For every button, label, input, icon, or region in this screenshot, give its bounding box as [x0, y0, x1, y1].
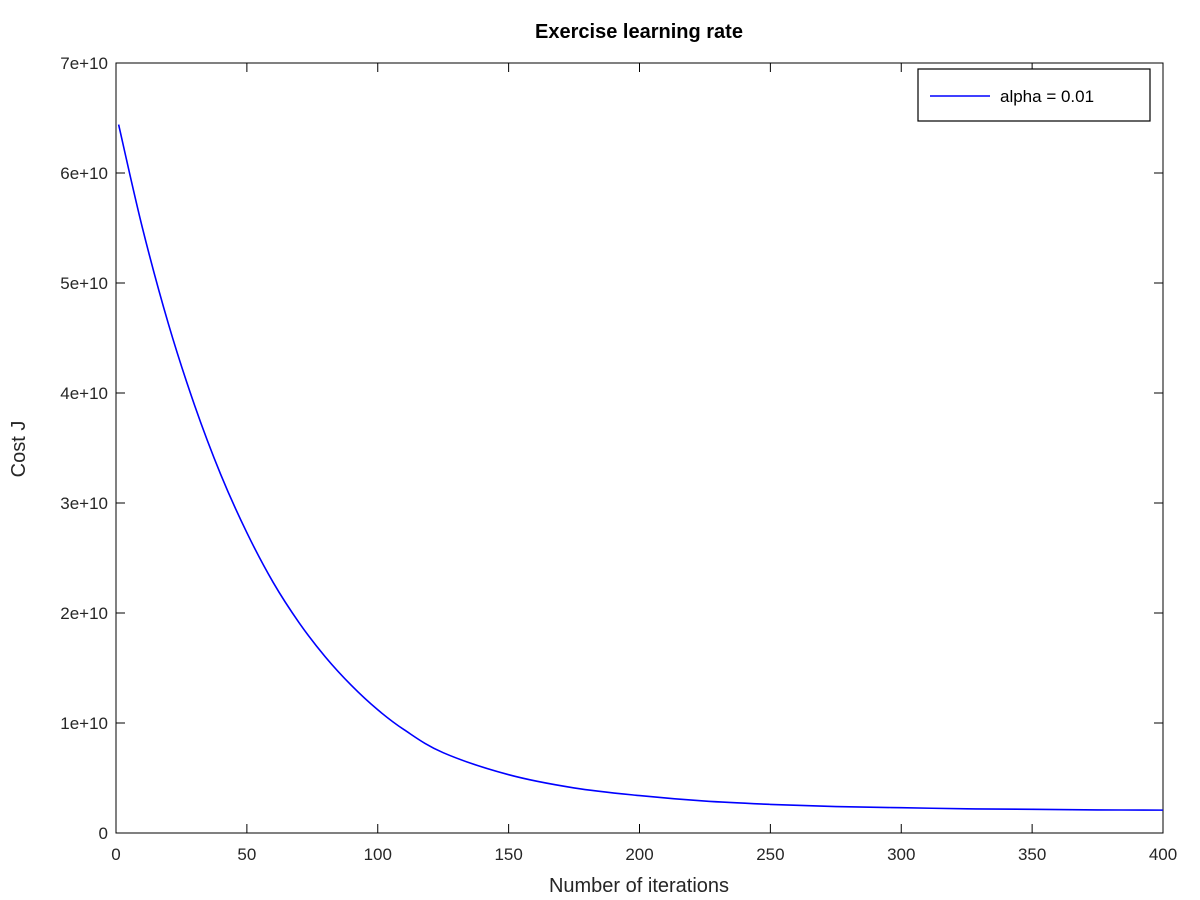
- y-axis-label: Cost J: [8, 421, 30, 478]
- x-tick-label: 250: [756, 845, 784, 864]
- x-tick-label: 350: [1018, 845, 1046, 864]
- y-tick-label: 2e+10: [60, 604, 108, 623]
- x-tick-label: 200: [625, 845, 653, 864]
- y-tick-label: 1e+10: [60, 714, 108, 733]
- x-tick-label: 150: [494, 845, 522, 864]
- series-layer: [117, 124, 1164, 811]
- legend-box: [917, 68, 1151, 122]
- x-axis-ticks: 0 50 100 150 200 250 300 350 400: [111, 63, 1177, 864]
- y-tick-label: 7e+10: [60, 54, 108, 73]
- y-axis-ticks: 0 1e+10 2e+10 3e+10 4e+10 5e+10 6e+10 7e+10: [60, 54, 1163, 843]
- legend: alpha = 0.01: [917, 68, 1151, 122]
- legend-entry-label: alpha = 0.01: [1000, 87, 1094, 106]
- x-tick-label: 0: [111, 845, 120, 864]
- y-tick-label: 6e+10: [60, 164, 108, 183]
- x-tick-label: 400: [1149, 845, 1177, 864]
- x-tick-label: 300: [887, 845, 915, 864]
- x-tick-label: 50: [237, 845, 256, 864]
- y-tick-label: 3e+10: [60, 494, 108, 513]
- x-tick-label: 100: [364, 845, 392, 864]
- plot-area-frame: [115, 62, 1164, 834]
- x-axis-label: Number of iterations: [549, 875, 729, 897]
- y-tick-label: 0: [99, 824, 108, 843]
- series-line: [117, 124, 1164, 811]
- y-tick-label: 4e+10: [60, 384, 108, 403]
- chart-title: Exercise learning rate: [535, 21, 743, 43]
- y-tick-label: 5e+10: [60, 274, 108, 293]
